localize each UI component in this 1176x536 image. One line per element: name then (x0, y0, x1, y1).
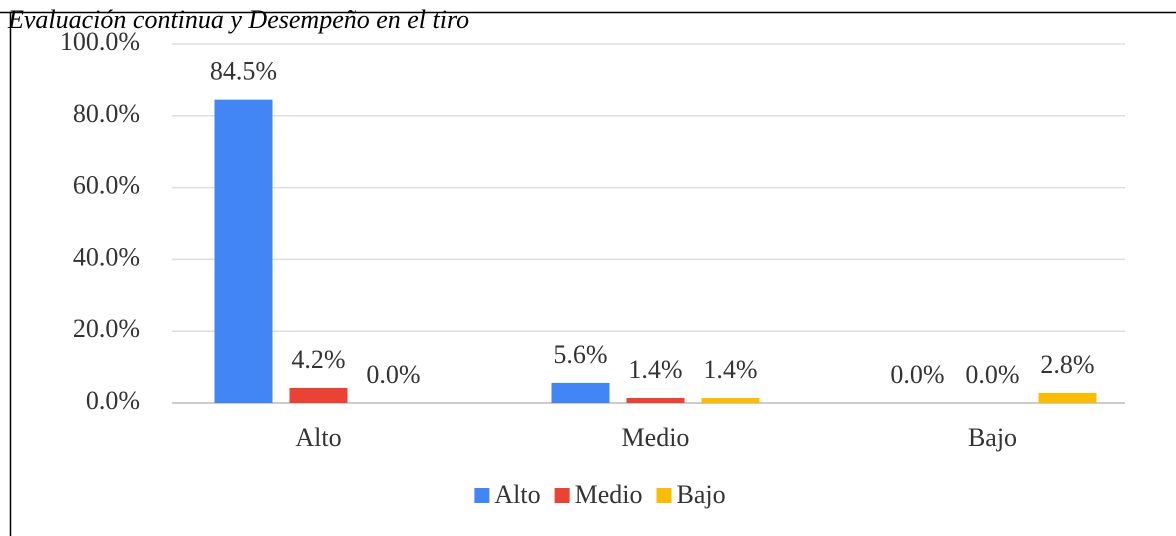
x-tick-label: Medio (622, 423, 690, 452)
bar (701, 397, 760, 403)
x-tick-label: Bajo (968, 423, 1017, 452)
chart-title: Evaluación continua y Desempeño en el ti… (7, 5, 469, 34)
legend-label: Bajo (677, 480, 726, 509)
data-label: 1.4% (703, 355, 757, 384)
data-label: 0.0% (965, 360, 1019, 389)
y-tick-label: 60.0% (73, 171, 140, 200)
y-tick-label: 40.0% (73, 242, 140, 271)
data-label: 5.6% (553, 340, 607, 369)
legend-label: Medio (575, 480, 643, 509)
y-tick-label: 20.0% (73, 314, 140, 343)
y-tick-label: 100.0% (60, 27, 140, 56)
data-label: 84.5% (210, 57, 277, 86)
data-label: 1.4% (628, 355, 682, 384)
frame (0, 11, 1176, 536)
legend-swatch (474, 488, 490, 503)
legend-swatch (554, 488, 570, 503)
data-label: 2.8% (1040, 350, 1094, 379)
y-tick-label: 80.0% (73, 99, 140, 128)
y-tick-label: 0.0% (86, 386, 140, 415)
data-label: 0.0% (366, 360, 420, 389)
data-label: 4.2% (291, 345, 345, 374)
bar (551, 382, 610, 403)
legend-swatch (656, 488, 672, 503)
legend-label: Alto (494, 480, 540, 509)
bar (1038, 392, 1097, 403)
bar (289, 387, 348, 403)
data-label: 0.0% (890, 360, 944, 389)
bar (626, 397, 685, 403)
bar (214, 99, 273, 404)
x-tick-label: Alto (295, 423, 341, 452)
